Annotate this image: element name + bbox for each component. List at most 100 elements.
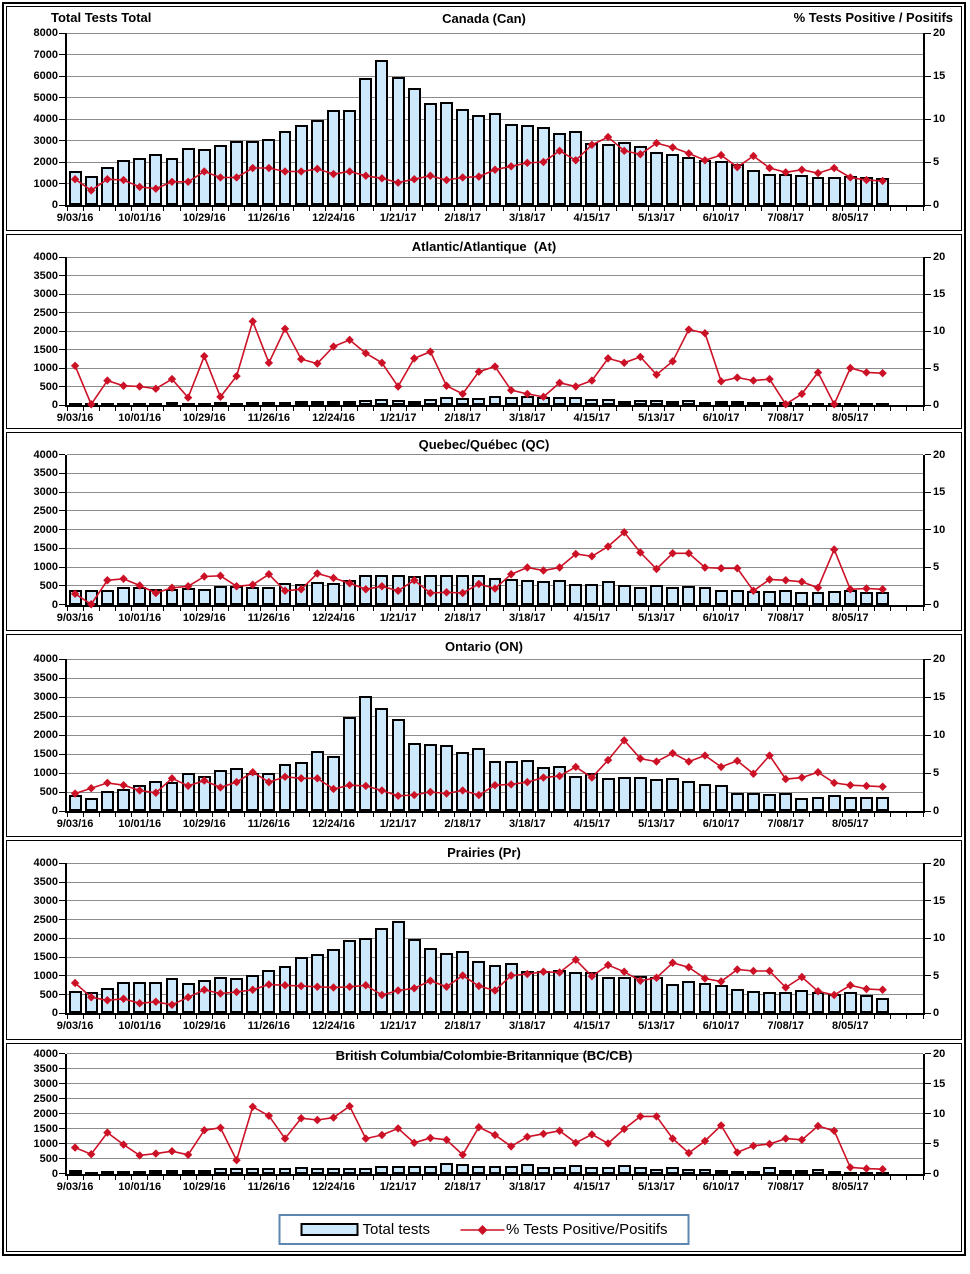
bar <box>763 1167 776 1174</box>
bar <box>617 141 631 205</box>
gridline <box>67 97 923 98</box>
x-axis-tick <box>890 813 892 817</box>
bar <box>504 1166 518 1174</box>
bar <box>763 793 776 811</box>
positivity-line <box>70 527 887 609</box>
y-axis-label-left: 3500 <box>33 672 58 684</box>
bar <box>553 396 567 406</box>
x-axis-tick <box>647 813 649 817</box>
x-axis-tick <box>599 407 601 412</box>
bar <box>310 401 324 406</box>
y-axis-label-right: 15 <box>933 486 946 499</box>
bar <box>811 1169 825 1174</box>
y-axis-label-left: 4000 <box>33 251 58 264</box>
x-axis-tick <box>131 1015 133 1020</box>
x-axis-tick <box>228 813 229 817</box>
x-axis-tick <box>373 1015 375 1020</box>
bar <box>860 1171 873 1176</box>
x-axis-tick <box>809 407 811 412</box>
bar <box>666 154 680 205</box>
y-axis-label-left: 2500 <box>33 306 58 319</box>
y-axis-label-left: 0 <box>51 805 58 817</box>
x-axis-tick <box>421 1015 423 1020</box>
x-axis-tick <box>131 606 133 611</box>
x-axis-tick <box>534 1015 536 1020</box>
x-axis-tick <box>777 606 779 611</box>
bar <box>569 1165 583 1174</box>
x-axis-tick <box>857 1175 859 1180</box>
bar <box>617 400 631 406</box>
x-axis-tick <box>470 407 472 412</box>
y-axis-tick-right <box>925 293 931 295</box>
x-axis-tick <box>66 1175 68 1180</box>
y-axis-tick-right <box>925 118 931 120</box>
bar <box>633 776 647 811</box>
y-axis-tick-left <box>59 919 65 921</box>
legend-item-total-tests: Total tests <box>300 1221 430 1238</box>
bar <box>569 396 583 406</box>
x-axis-tick <box>292 1015 294 1020</box>
bar <box>795 989 809 1014</box>
x-axis-tick <box>583 813 585 817</box>
x-axis-tick <box>890 1175 892 1180</box>
bar <box>520 580 534 605</box>
y-axis-tick-left <box>59 1053 65 1055</box>
x-axis-tick <box>744 1175 746 1180</box>
x-axis-tick <box>211 813 213 817</box>
x-axis-tick <box>777 813 779 817</box>
x-axis-tick <box>728 1015 730 1020</box>
y-axis-label-right: 5 <box>933 561 940 574</box>
gridline <box>67 454 923 456</box>
y-axis-label-left: 500 <box>39 380 58 393</box>
y-axis-tick-right <box>925 566 931 568</box>
x-axis-tick <box>712 207 714 211</box>
y-axis-label-right: 20 <box>933 27 946 39</box>
x-axis-tick <box>874 407 876 412</box>
y-axis-tick-left <box>59 1113 65 1115</box>
bar <box>100 167 114 205</box>
x-axis-tick <box>647 407 649 412</box>
bar <box>456 751 470 811</box>
y-axis-label-left: 2000 <box>33 1107 58 1120</box>
left-axis-title: Total Tests Total <box>51 10 152 25</box>
x-axis-label: 11/26/16 <box>247 611 290 624</box>
y-axis-label-left: 2000 <box>33 325 58 338</box>
x-axis-tick <box>147 813 149 817</box>
x-axis-tick <box>276 813 278 817</box>
bar <box>197 588 211 605</box>
gridline <box>67 1128 923 1130</box>
y-axis-tick-left <box>59 349 65 351</box>
x-axis-label: 1/21/17 <box>379 818 417 830</box>
legend-item-pct-positive: % Tests Positive/Positifs <box>460 1221 667 1238</box>
x-axis-tick <box>631 606 633 611</box>
x-axis-label: 10/01/16 <box>118 611 162 624</box>
x-axis-tick <box>712 1175 714 1180</box>
x-axis-tick <box>454 1015 456 1020</box>
y-axis-tick-left <box>59 510 65 512</box>
x-axis-tick <box>502 207 504 211</box>
bar <box>407 400 421 406</box>
y-axis-tick-left <box>59 140 65 141</box>
plot-area-british-columbia: 0 500 1000 1500 2000 2500 3000 3500 4000 0 5 10 15 20… <box>34 1048 946 1193</box>
y-axis-label-left: 3000 <box>33 691 58 703</box>
x-axis-label: 9/03/16 <box>56 212 94 224</box>
x-axis-tick <box>664 207 666 211</box>
x-axis-tick <box>874 813 876 817</box>
bar <box>601 976 615 1014</box>
y-axis-label-right: 10 <box>933 113 946 125</box>
gridline <box>67 1113 923 1115</box>
x-axis-tick <box>922 606 924 611</box>
x-axis-tick <box>421 207 423 211</box>
bar <box>472 398 486 406</box>
y-axis-label-left: 1000 <box>33 561 58 574</box>
x-axis-tick <box>373 207 375 211</box>
y-axis-tick-left <box>59 715 65 717</box>
y-axis-tick-right <box>925 810 931 812</box>
bar <box>536 1166 550 1174</box>
x-axis-tick <box>534 606 536 611</box>
x-axis-tick <box>324 1175 326 1180</box>
y-axis-tick-left <box>59 54 65 55</box>
y-axis-label-right: 20 <box>933 1047 946 1060</box>
x-axis-label: 2/18/17 <box>444 412 482 425</box>
x-axis-tick <box>357 606 359 611</box>
